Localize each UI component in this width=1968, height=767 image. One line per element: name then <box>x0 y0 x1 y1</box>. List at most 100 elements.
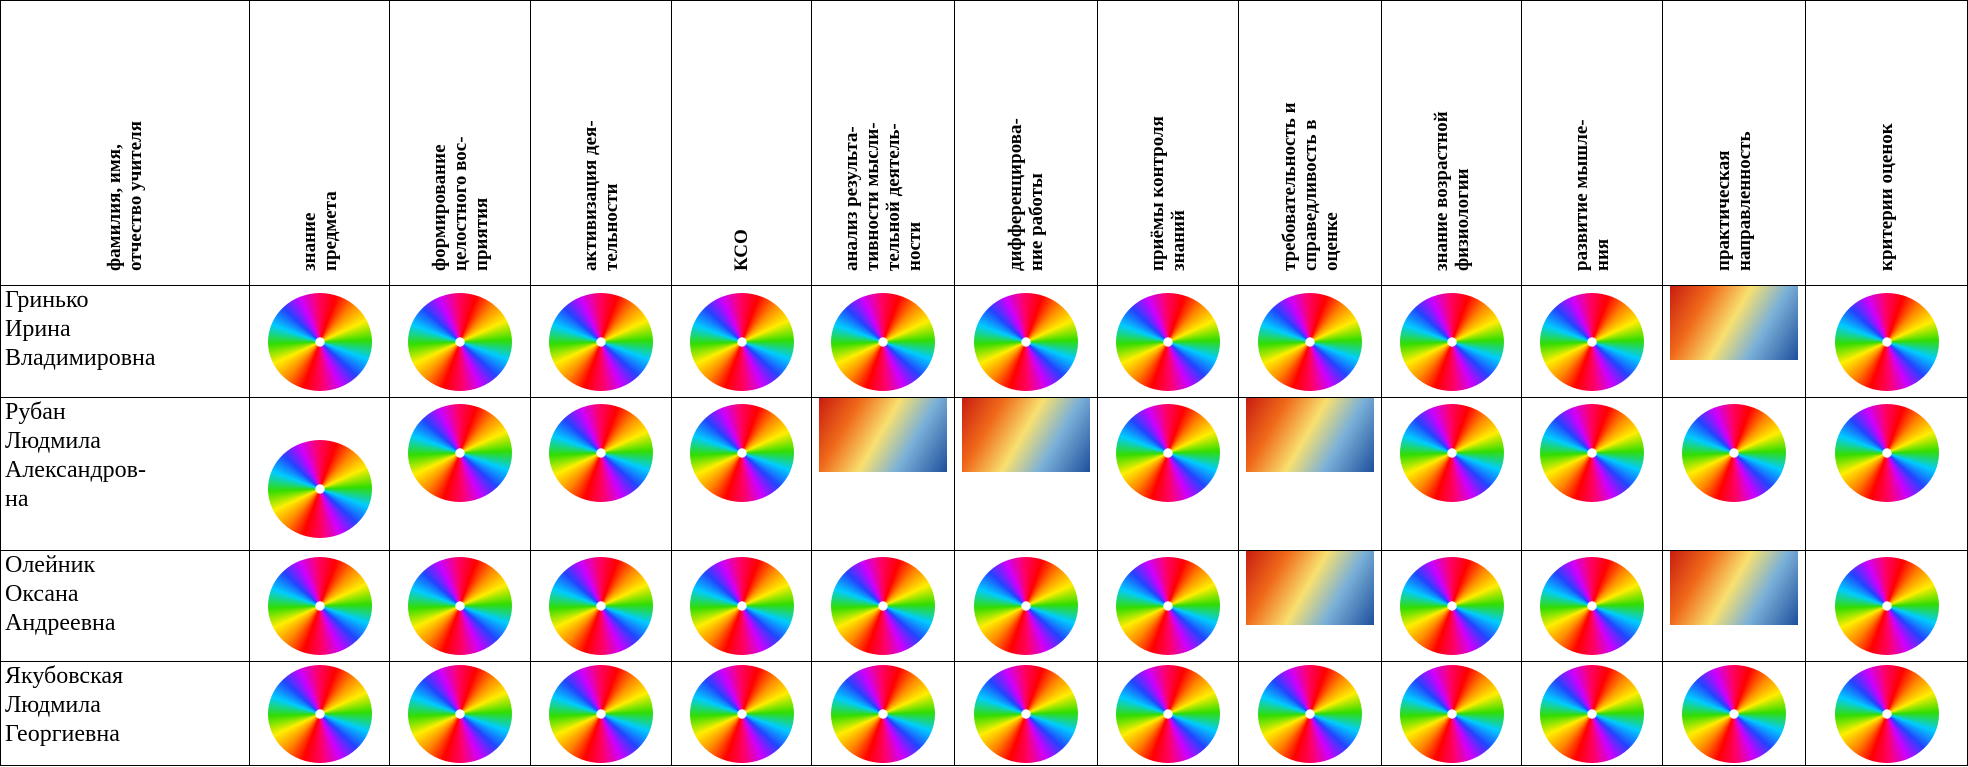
header-cell: дифференцирова-ние работы <box>954 0 1098 286</box>
header-text: формирование целостного вос-приятия <box>429 2 492 285</box>
swirl-image <box>408 557 512 655</box>
name-line: Гринько <box>5 287 89 313</box>
swirl-image <box>1834 404 1939 502</box>
swirl-image <box>408 664 512 763</box>
swirl-image <box>1682 664 1786 763</box>
swirl-image <box>267 664 372 763</box>
header-line: ния <box>1592 238 1613 271</box>
icon-cell <box>1662 397 1806 551</box>
swirl-image <box>1834 292 1939 391</box>
name-line: на <box>5 486 29 512</box>
swirl-image <box>267 557 372 655</box>
icon-cell <box>249 550 390 662</box>
header-cell: развитие мышле-ния <box>1521 0 1663 286</box>
icon-cell <box>1097 550 1239 662</box>
swirl-image <box>1116 557 1220 655</box>
icon-cell <box>530 661 672 766</box>
header-text: анализ результа-тивности мысли-тельной д… <box>841 2 925 285</box>
header-line: оценке <box>1320 212 1342 271</box>
icon-cell <box>1805 285 1968 398</box>
header-line: фамилия, имя, <box>104 144 125 271</box>
header-line: приёмы контроля <box>1147 116 1168 271</box>
header-cell: активизация дея-тельности <box>530 0 672 286</box>
teacher-name: Олейник Оксана Андреевна <box>0 550 250 662</box>
teacher-row: Якубовская Людмила Георгиевна <box>0 661 1968 766</box>
swirl-image <box>1399 664 1504 763</box>
name-line: Людмила <box>5 428 101 454</box>
header-cell: знание возрастной физиологии <box>1381 0 1522 286</box>
header-cell: критерии оценок <box>1805 0 1968 286</box>
icon-cell <box>1805 550 1968 662</box>
teacher-row: Рубан Людмила Александров-на <box>0 397 1968 551</box>
icon-cell <box>811 550 955 662</box>
swirl-image <box>1540 292 1644 391</box>
swirl-image <box>408 404 512 502</box>
header-row: фамилия, имя, отчество учителя знание предм… <box>0 0 1968 286</box>
icon-cell <box>389 285 531 398</box>
gradient-image <box>1246 551 1374 625</box>
swirl-image <box>1399 557 1504 655</box>
icon-cell <box>389 550 531 662</box>
swirl-image <box>549 664 653 763</box>
icon-cell <box>954 285 1098 398</box>
swirl-image <box>1116 664 1220 763</box>
swirl-image <box>549 404 653 502</box>
header-cell: анализ результа-тивности мысли-тельной д… <box>811 0 955 286</box>
header-line: КСО <box>731 229 752 271</box>
icon-cell <box>1521 397 1663 551</box>
teacher-name: Якубовская Людмила Георгиевна <box>0 661 250 766</box>
header-line: приятия <box>470 197 492 271</box>
icon-cell <box>1381 397 1522 551</box>
header-line: дифференцирова- <box>1005 118 1026 271</box>
header-cell: КСО <box>671 0 812 286</box>
swirl-image <box>549 292 653 391</box>
swirl-image <box>549 557 653 655</box>
icon-cell <box>1805 397 1968 551</box>
icon-cell <box>1521 550 1663 662</box>
icon-cell <box>671 550 812 662</box>
swirl-image <box>1116 292 1220 391</box>
icon-cell <box>1521 661 1663 766</box>
header-line: тельной деятель- <box>883 123 904 271</box>
header-text: требовательность и справедливость в оценке <box>1279 2 1342 285</box>
gradient-image <box>819 398 947 472</box>
teacher-name: Гринько Ирина Владимировна <box>0 285 250 398</box>
icon-cell <box>811 285 955 398</box>
icon-cell <box>1662 550 1806 662</box>
swirl-image <box>1834 557 1939 655</box>
header-text: приёмы контроля знаний <box>1147 2 1189 285</box>
header-line: активизация дея- <box>580 120 601 271</box>
icon-cell <box>1805 661 1968 766</box>
swirl-image <box>1399 404 1504 502</box>
header-line: предмета <box>319 191 341 271</box>
header-text: знание предмета <box>299 2 341 285</box>
icon-cell <box>1238 550 1382 662</box>
header-text: фамилия, имя, отчество учителя <box>104 2 146 285</box>
swirl-image <box>1116 404 1220 502</box>
header-line: направленность <box>1734 131 1755 271</box>
header-text: критерии оценок <box>1876 2 1897 285</box>
swirl-image <box>974 292 1078 391</box>
header-text: развитие мышле-ния <box>1571 2 1613 285</box>
header-line: ние работы <box>1026 173 1047 271</box>
teacher-row: Гринько Ирина Владимировна <box>0 285 1968 398</box>
header-line: развитие мышле- <box>1571 119 1592 271</box>
icon-cell <box>1381 550 1522 662</box>
teacher-name: Рубан Людмила Александров-на <box>0 397 250 551</box>
icon-cell <box>1097 285 1239 398</box>
header-text: дифференцирова-ние работы <box>1005 2 1047 285</box>
header-text: КСО <box>731 2 752 285</box>
header-line: справедливость в <box>1299 119 1321 271</box>
icon-cell <box>1381 661 1522 766</box>
icon-cell <box>530 285 672 398</box>
header-line: физиологии <box>1451 168 1473 271</box>
name-line: Ирина <box>5 316 71 342</box>
name-line: Владимировна <box>5 345 156 371</box>
swirl-image <box>267 440 372 538</box>
icon-cell <box>389 661 531 766</box>
swirl-image <box>689 404 794 502</box>
icon-cell <box>811 397 955 551</box>
icon-cell <box>811 661 955 766</box>
swirl-image <box>1399 292 1504 391</box>
